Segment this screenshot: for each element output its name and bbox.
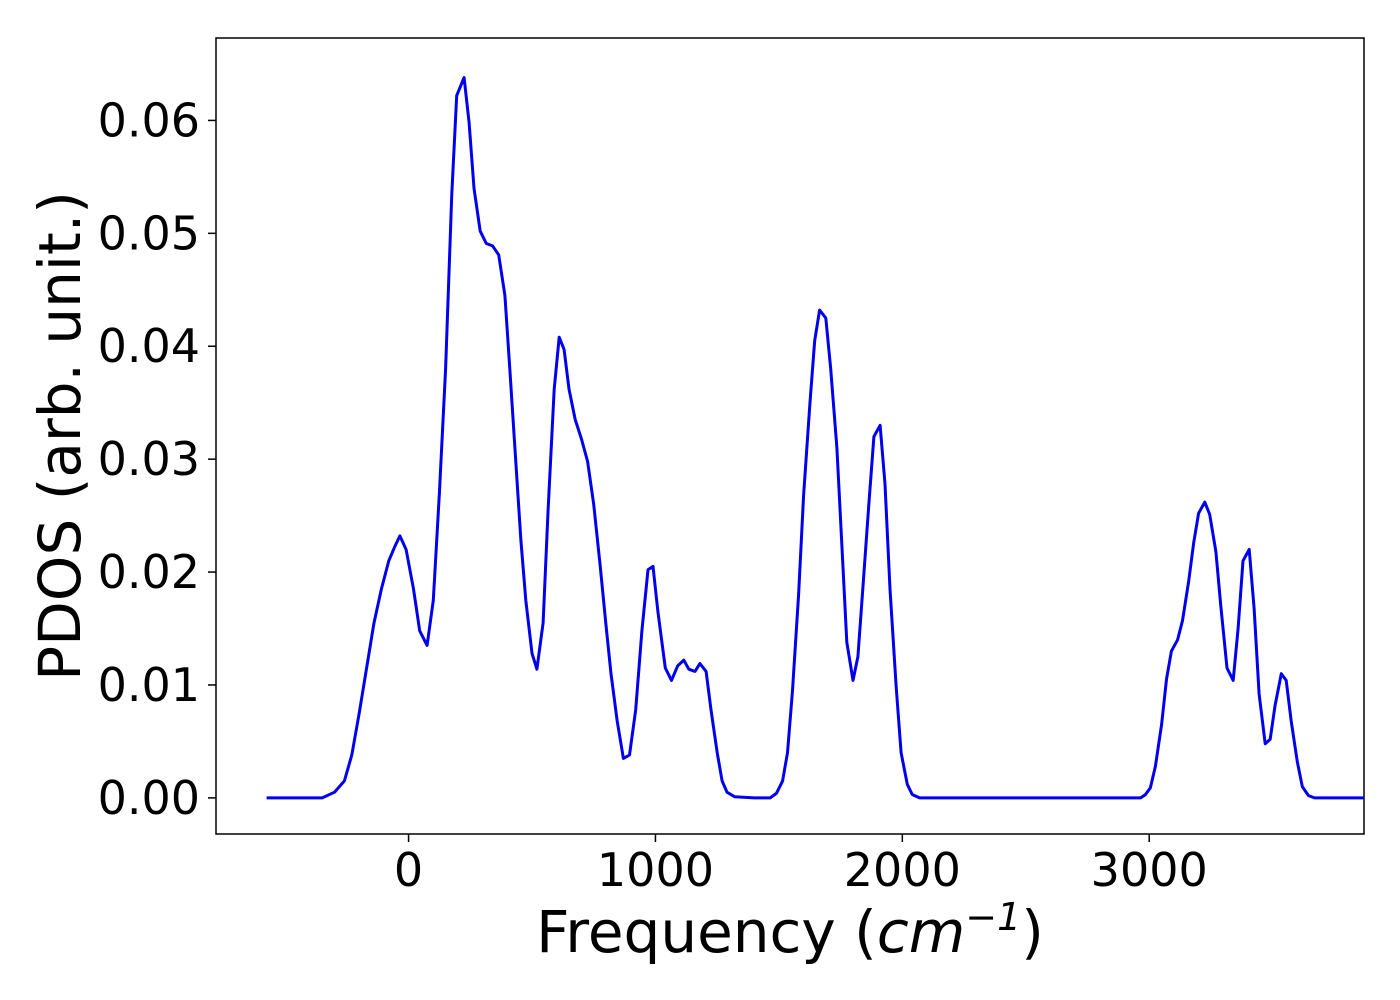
y-tick-label: 0.00 <box>98 771 200 825</box>
x-axis-label: Frequency (cm−1) <box>536 895 1044 966</box>
x-tick-label: 0 <box>394 843 423 897</box>
y-tick-label: 0.06 <box>98 93 200 147</box>
x-axis-ticks: 0 1000 2000 3000 <box>394 834 1208 897</box>
y-tick-label: 0.05 <box>98 206 200 260</box>
series-line-pdos <box>266 76 1364 800</box>
y-tick-label: 0.04 <box>98 319 200 373</box>
y-tick-label: 0.01 <box>98 658 200 712</box>
plot-frame <box>215 37 1365 835</box>
y-tick-label: 0.02 <box>98 545 200 599</box>
x-tick-label: 1000 <box>597 843 714 897</box>
x-tick-label: 3000 <box>1091 843 1208 897</box>
y-tick-label: 0.03 <box>98 432 200 486</box>
y-axis-ticks: 0.00 0.01 0.02 0.03 0.04 0.05 0.06 <box>98 93 216 825</box>
y-axis-label: PDOS (arb. unit.) <box>26 191 94 681</box>
x-tick-label: 2000 <box>844 843 961 897</box>
